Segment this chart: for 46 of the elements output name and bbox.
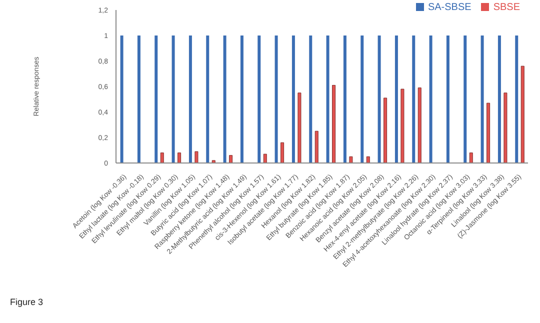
bar bbox=[292, 36, 295, 163]
bar bbox=[366, 156, 370, 163]
bar bbox=[194, 151, 198, 163]
bar bbox=[263, 154, 267, 163]
bar bbox=[229, 155, 233, 163]
bar bbox=[178, 152, 182, 163]
bar bbox=[223, 36, 226, 163]
bar bbox=[515, 36, 518, 163]
bar bbox=[160, 152, 164, 163]
bar bbox=[258, 36, 261, 163]
bar bbox=[446, 36, 450, 163]
bar bbox=[172, 36, 175, 163]
bar bbox=[188, 36, 192, 163]
bar bbox=[298, 92, 302, 163]
bar bbox=[469, 152, 473, 163]
bar bbox=[154, 36, 158, 163]
bar bbox=[480, 36, 484, 163]
bar bbox=[504, 92, 508, 163]
bar bbox=[280, 142, 284, 163]
bar bbox=[349, 156, 353, 163]
bar bbox=[464, 36, 467, 163]
bar bbox=[498, 36, 501, 163]
bar bbox=[240, 36, 244, 163]
bar bbox=[137, 36, 140, 163]
caption: Figure 3 bbox=[10, 297, 44, 307]
bar bbox=[394, 36, 398, 163]
bar bbox=[520, 66, 524, 163]
bar bbox=[418, 88, 422, 163]
bar bbox=[120, 36, 124, 163]
bar bbox=[412, 36, 416, 163]
bar bbox=[384, 98, 388, 163]
bar bbox=[400, 88, 404, 163]
bar bbox=[314, 130, 318, 163]
legend-label: SBSE bbox=[493, 2, 520, 13]
bar bbox=[332, 84, 336, 163]
legend-label: SA-SBSE bbox=[428, 2, 472, 13]
bar bbox=[360, 36, 364, 163]
bar bbox=[429, 36, 432, 163]
bar bbox=[212, 160, 216, 163]
bar bbox=[378, 36, 381, 163]
bar bbox=[486, 102, 490, 163]
bar bbox=[274, 36, 278, 163]
bar bbox=[343, 36, 346, 163]
bar bbox=[206, 36, 210, 163]
bar bbox=[309, 36, 312, 163]
bar bbox=[326, 36, 330, 163]
